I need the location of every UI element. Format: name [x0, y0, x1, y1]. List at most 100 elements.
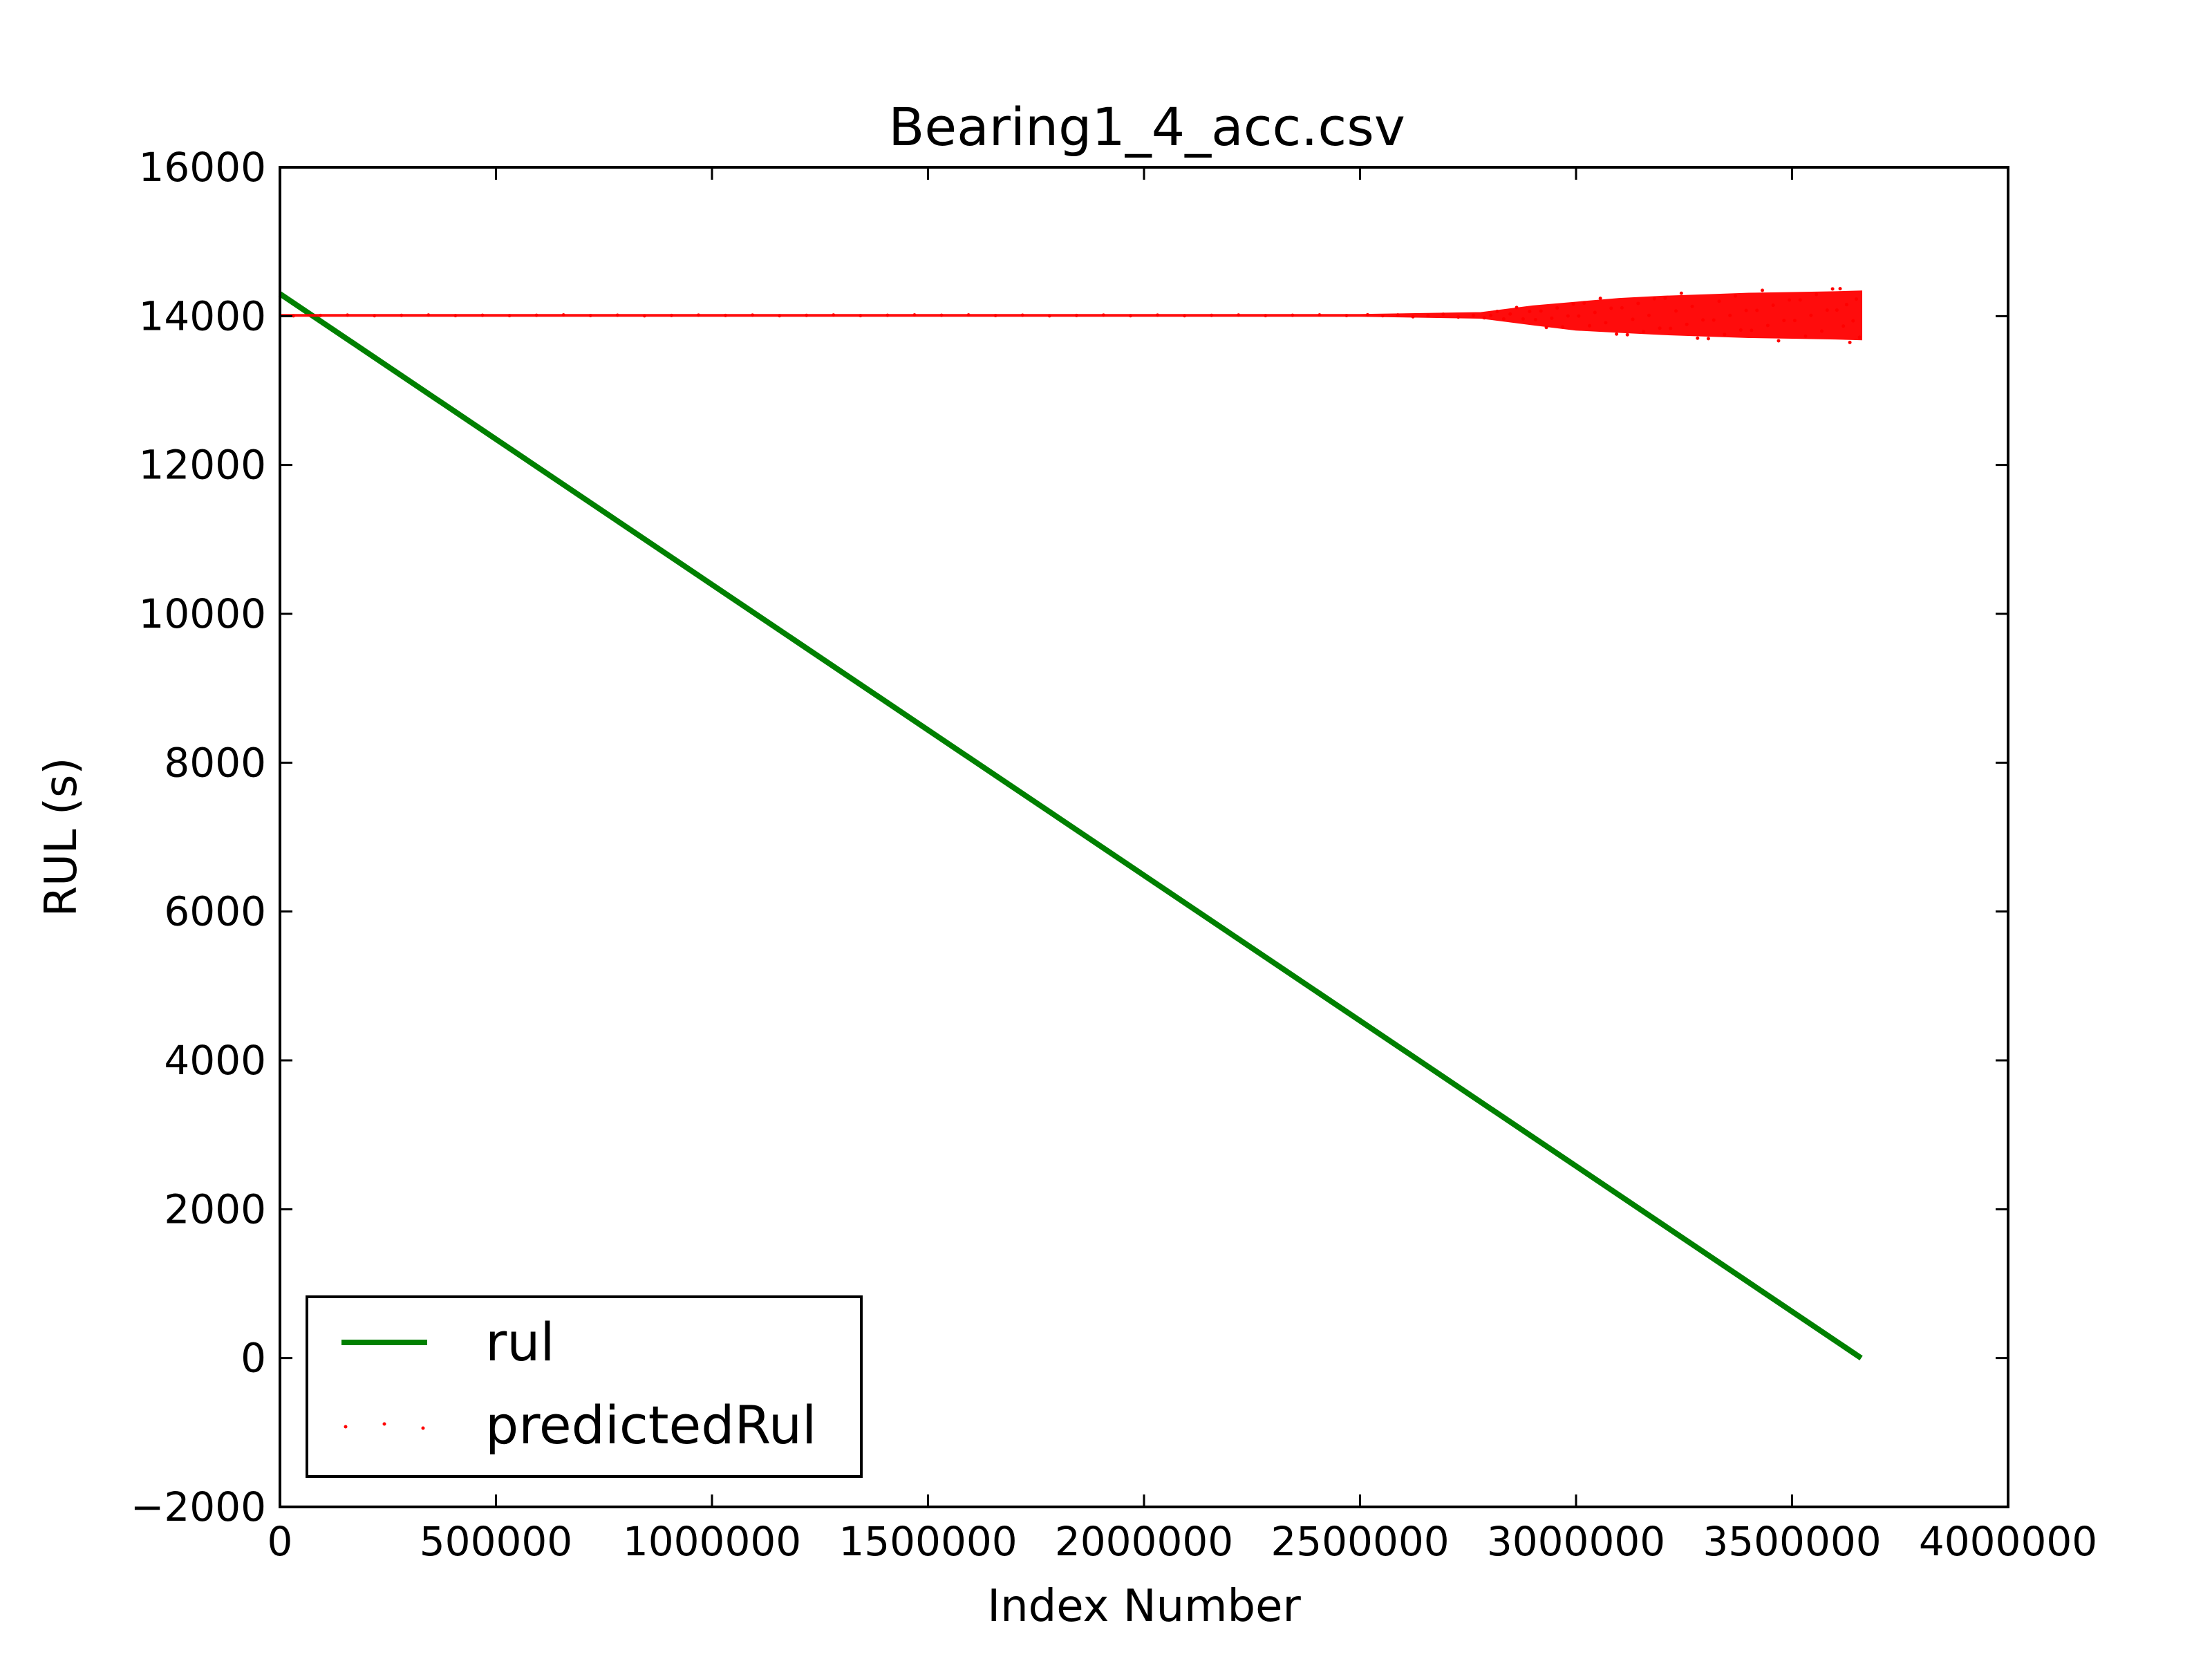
series-predictedRul-point: [1755, 308, 1759, 312]
series-predictedRul-point: [1495, 309, 1499, 313]
y-tick-label: 2000: [164, 1185, 266, 1232]
series-predictedRul-point: [588, 314, 592, 318]
series-predictedRul-point: [1765, 324, 1770, 328]
series-predictedRul-point: [319, 313, 323, 317]
plot-area: [278, 287, 1863, 1360]
series-predictedRul-point: [1825, 308, 1829, 312]
series-predictedRul-point: [993, 314, 997, 318]
series-predictedRul-point: [1593, 310, 1597, 315]
series-predictedRul-point: [1047, 314, 1051, 318]
series-predictedRul-point: [1555, 306, 1559, 310]
legend-box: [306, 1295, 863, 1478]
series-predictedRul-point: [1798, 298, 1802, 302]
x-tick-label: 4000000: [1919, 1518, 2097, 1565]
series-predictedRul-point: [1588, 324, 1592, 328]
y-tick-label: 0: [241, 1335, 266, 1382]
y-axis-title: RUL (s): [36, 758, 87, 917]
x-tick-label: 500000: [420, 1518, 572, 1565]
series-predictedRul-point: [1501, 317, 1506, 321]
series-predictedRul-point: [615, 313, 619, 317]
series-predictedRul-point: [1815, 292, 1819, 297]
x-tick-label: 2500000: [1271, 1518, 1449, 1565]
series-predictedRul-point: [1396, 313, 1400, 317]
series-predictedRul-point: [480, 313, 485, 317]
x-axis: 0 500000 1000000 1500000 2000000 2500000 30000…: [268, 167, 2097, 1565]
series-predictedRul-point: [1777, 339, 1781, 343]
series-predictedRul-point: [1528, 310, 1532, 314]
series-predictedRul-point: [1631, 317, 1635, 321]
series-predictedRul-point: [1674, 309, 1678, 313]
series-predictedRul-point: [1647, 313, 1651, 317]
series-predictedRul-point: [1841, 324, 1846, 328]
series-predictedRul-point: [1844, 303, 1848, 307]
series-predictedRul-point: [724, 313, 728, 317]
series-predictedRul-point: [1101, 313, 1105, 317]
series-predictedRul-point: [1533, 317, 1537, 321]
series-predictedRul-point: [1598, 297, 1602, 301]
series-predictedRul-point: [805, 313, 809, 317]
series-predictedRul-point: [1809, 313, 1813, 317]
series-predictedRul-point: [346, 313, 350, 317]
series-predictedRul-point: [1642, 330, 1646, 334]
series-rul-line: [278, 291, 1863, 1360]
series-predictedRul-point: [966, 313, 971, 317]
series-predictedRul-point: [1560, 325, 1564, 329]
legend: rul predictedRul: [306, 1295, 863, 1478]
series-predictedRul-point: [507, 314, 512, 318]
series-predictedRul-point: [400, 313, 404, 317]
series-predictedRul-point: [1411, 315, 1415, 319]
series-predictedRul-point: [1128, 314, 1132, 318]
series-predictedRul-point: [939, 313, 944, 317]
series-predictedRul-point: [1738, 328, 1743, 332]
series-predictedRul-point: [1515, 306, 1519, 310]
series-predictedRul-point: [1365, 312, 1369, 317]
legend-label-rul: rul: [485, 1311, 555, 1373]
series-predictedRul-point: [1857, 335, 1862, 339]
series-predictedRul-point: [427, 313, 431, 317]
series-predictedRul-point: [534, 313, 538, 317]
series-predictedRul-point: [1771, 303, 1775, 308]
x-tick-label: 0: [268, 1518, 293, 1565]
series-predictedRul-point: [1838, 287, 1842, 291]
series-predictedRul-point: [1344, 314, 1349, 318]
x-tick-label: 1500000: [838, 1518, 1017, 1565]
series-predictedRul-point: [1604, 321, 1608, 325]
x-tick-label: 3500000: [1703, 1518, 1881, 1565]
series-predictedRul-point: [832, 313, 836, 317]
series-predictedRul-point: [1679, 291, 1683, 295]
y-tick-label: 4000: [164, 1037, 266, 1084]
y-tick-label: 12000: [138, 442, 266, 489]
series-predictedRul-point: [1237, 313, 1241, 317]
series-predictedRul-point: [1566, 314, 1570, 318]
series-predictedRul-point: [1508, 312, 1512, 316]
series-predictedRul-point: [1819, 329, 1824, 333]
series-predictedRul-point: [1728, 313, 1732, 317]
series-predictedRul-point: [1712, 318, 1716, 322]
series-predictedRul-point: [1744, 308, 1748, 312]
series-predictedRul-point: [1696, 336, 1700, 340]
series-predictedRul-point: [1615, 332, 1619, 336]
series-predictedRul-point: [1669, 326, 1673, 330]
series-predictedRul-point: [696, 313, 700, 317]
series-predictedRul-point: [912, 313, 917, 317]
legend-swatch-predictedRul: [344, 1422, 425, 1430]
series-predictedRul-point: [1472, 313, 1476, 317]
series-predictedRul-point: [1577, 314, 1581, 318]
x-tick-label: 2000000: [1055, 1518, 1233, 1565]
series-predictedRul-point: [751, 313, 755, 317]
series-predictedRul-point: [1264, 314, 1268, 318]
series-predictedRul-point: [561, 313, 565, 317]
series-predictedRul-point: [1803, 334, 1808, 338]
series-predictedRul-point: [778, 314, 782, 318]
series-predictedRul-point: [1210, 313, 1214, 317]
x-axis-title: Index Number: [987, 1581, 1301, 1632]
series-predictedRul-point: [1426, 314, 1430, 318]
series-predictedRul-point: [1482, 316, 1486, 320]
y-tick-label: 14000: [138, 292, 266, 339]
series-predictedRul-point: [1441, 312, 1445, 317]
series-predictedRul-point: [1380, 314, 1385, 318]
series-predictedRul-point: [1074, 313, 1078, 317]
series-predictedRul-point: [1750, 328, 1754, 332]
series-predictedRul-point: [1456, 315, 1461, 319]
